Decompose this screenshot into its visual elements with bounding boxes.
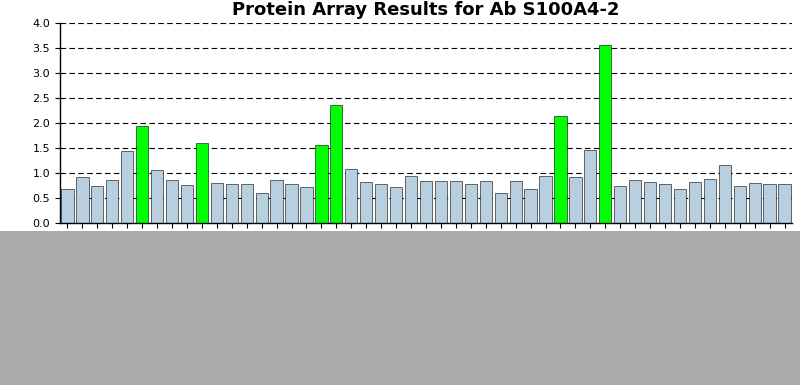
Bar [226,184,238,223]
Bar [480,181,492,223]
Bar [644,182,656,223]
Bar [629,180,642,223]
Bar [778,184,790,223]
Bar [121,151,134,223]
Bar [614,186,626,223]
Bar [241,184,253,223]
Bar [151,170,163,223]
Bar [255,193,268,223]
Bar [375,184,387,223]
Title: Protein Array Results for Ab S100A4-2: Protein Array Results for Ab S100A4-2 [232,1,620,19]
Bar [270,180,282,223]
Bar [405,176,417,223]
Bar [554,116,566,223]
Bar [345,169,358,223]
Bar [465,184,477,223]
Bar [62,189,74,223]
Bar [360,182,372,223]
Bar [210,183,223,223]
Bar [525,189,537,223]
Bar [286,184,298,223]
Bar [674,189,686,223]
Bar [330,105,342,223]
Bar [300,187,313,223]
Bar [494,193,507,223]
Bar [584,150,597,223]
Bar [435,181,447,223]
Bar [390,187,402,223]
Bar [718,165,731,223]
Bar [704,179,716,223]
Bar [166,180,178,223]
Bar [749,183,761,223]
Bar [136,126,148,223]
Bar [106,180,118,223]
Bar [659,184,671,223]
Bar [599,45,611,223]
Bar [76,177,89,223]
Bar [510,181,522,223]
Bar [539,176,552,223]
Bar [420,181,432,223]
Bar [763,184,776,223]
Bar [570,177,582,223]
Bar [91,186,103,223]
Bar [734,186,746,223]
Bar [196,143,208,223]
Bar [181,185,193,223]
Bar [689,182,701,223]
Bar [450,181,462,223]
Bar [315,145,327,223]
